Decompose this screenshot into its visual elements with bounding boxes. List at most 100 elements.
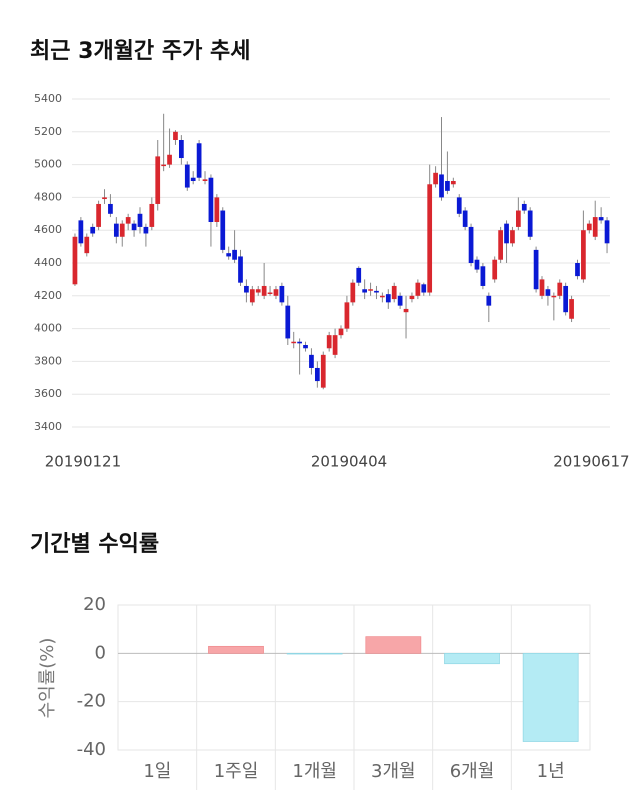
x-tick-label: 20190404	[311, 453, 387, 471]
candle-body	[569, 299, 574, 319]
candle-body	[297, 341, 302, 344]
candle-body	[480, 266, 486, 286]
candle-body	[409, 295, 415, 300]
candle-body	[285, 305, 291, 339]
candle-body	[249, 289, 255, 303]
y-tick-label: 20	[83, 594, 106, 615]
x-tick-label: 1일	[143, 761, 171, 782]
candle-body	[439, 174, 444, 198]
candle-body	[338, 328, 344, 336]
candle-body	[533, 249, 539, 290]
bar	[365, 636, 422, 654]
candle-body	[557, 282, 563, 296]
candle-body	[279, 285, 285, 303]
chart-title: 최근 3개월간 주가 추세	[30, 39, 250, 64]
candle-body	[155, 156, 161, 204]
candle-body	[137, 213, 143, 227]
candle-body	[261, 285, 267, 296]
candle-body	[445, 181, 450, 191]
candle-body	[504, 223, 509, 244]
y-tick-label: -40	[77, 739, 106, 760]
candle-body	[102, 197, 107, 200]
candle-body	[492, 259, 498, 280]
candle-body	[314, 367, 320, 382]
candle-body	[486, 295, 492, 306]
candle-body	[131, 223, 137, 231]
y-tick-label: 5200	[34, 125, 62, 138]
y-tick-label: 5000	[34, 158, 62, 171]
x-tick-label: 1개월	[292, 761, 337, 782]
candle-body	[344, 302, 350, 329]
bar	[208, 645, 264, 654]
candle-body	[125, 217, 131, 224]
candle-body	[226, 253, 232, 257]
candle-body	[403, 308, 409, 313]
candle-body	[291, 341, 297, 344]
candle-body	[427, 184, 433, 293]
y-tick-label: 0	[95, 642, 106, 663]
candle-body	[196, 143, 202, 178]
candle-body	[232, 249, 237, 260]
bar	[522, 652, 579, 742]
candle-body	[108, 203, 113, 214]
candle-body	[72, 236, 78, 285]
candle-body	[551, 295, 557, 298]
candle-body	[391, 285, 397, 300]
candle-body	[468, 226, 474, 263]
candle-body	[380, 295, 385, 298]
candle-body	[190, 177, 196, 181]
candle-body	[462, 210, 468, 227]
candle-body	[385, 294, 391, 303]
candle-body	[179, 140, 184, 159]
candle-body	[214, 197, 220, 222]
candle-body	[161, 164, 167, 167]
y-tick-label: -20	[77, 691, 106, 712]
y-tick-label: 4000	[34, 322, 62, 335]
y-tick-label: 4400	[34, 256, 62, 269]
candle-body	[456, 197, 462, 214]
candle-body	[521, 203, 527, 211]
candle-body	[267, 292, 273, 295]
candle-body	[563, 285, 569, 313]
y-tick-label: 5400	[34, 92, 62, 105]
x-tick-label: 3개월	[371, 761, 416, 782]
candle-body	[303, 345, 308, 349]
candle-body	[220, 210, 226, 250]
x-tick-label: 6개월	[450, 761, 495, 782]
candle-body	[90, 226, 96, 234]
candle-body	[362, 289, 368, 293]
x-tick-label: 1주일	[214, 761, 259, 782]
candle-body	[356, 267, 362, 283]
candle-body	[581, 230, 586, 280]
candle-body	[173, 131, 178, 140]
candle-body	[545, 289, 551, 296]
candle-body	[415, 282, 421, 296]
candle-body	[119, 223, 125, 237]
candle-body	[167, 154, 172, 165]
candle-body	[575, 263, 580, 277]
candle-body	[84, 236, 90, 254]
candle-body	[149, 203, 155, 227]
candle-body	[397, 295, 403, 306]
y-tick-label: 4600	[34, 223, 62, 236]
candle-body	[184, 164, 190, 188]
y-axis-label: 수익률(%)	[37, 638, 58, 719]
candle-body	[604, 220, 610, 244]
chart-title: 기간별 수익률	[30, 532, 159, 557]
x-tick-label: 20190121	[45, 453, 121, 471]
candle-body	[238, 256, 243, 283]
y-tick-label: 3400	[34, 420, 62, 433]
candle-body	[143, 226, 149, 234]
candle-body	[326, 335, 332, 349]
y-tick-label: 3600	[34, 387, 62, 400]
candle-body	[433, 172, 438, 185]
candle-body	[255, 289, 261, 293]
candle-body	[332, 335, 338, 355]
candle-body	[244, 285, 249, 293]
bar	[286, 652, 343, 655]
candle-body	[208, 177, 214, 222]
candle-body	[450, 181, 456, 185]
candle-body	[374, 290, 379, 293]
y-tick-label: 4200	[34, 289, 62, 302]
